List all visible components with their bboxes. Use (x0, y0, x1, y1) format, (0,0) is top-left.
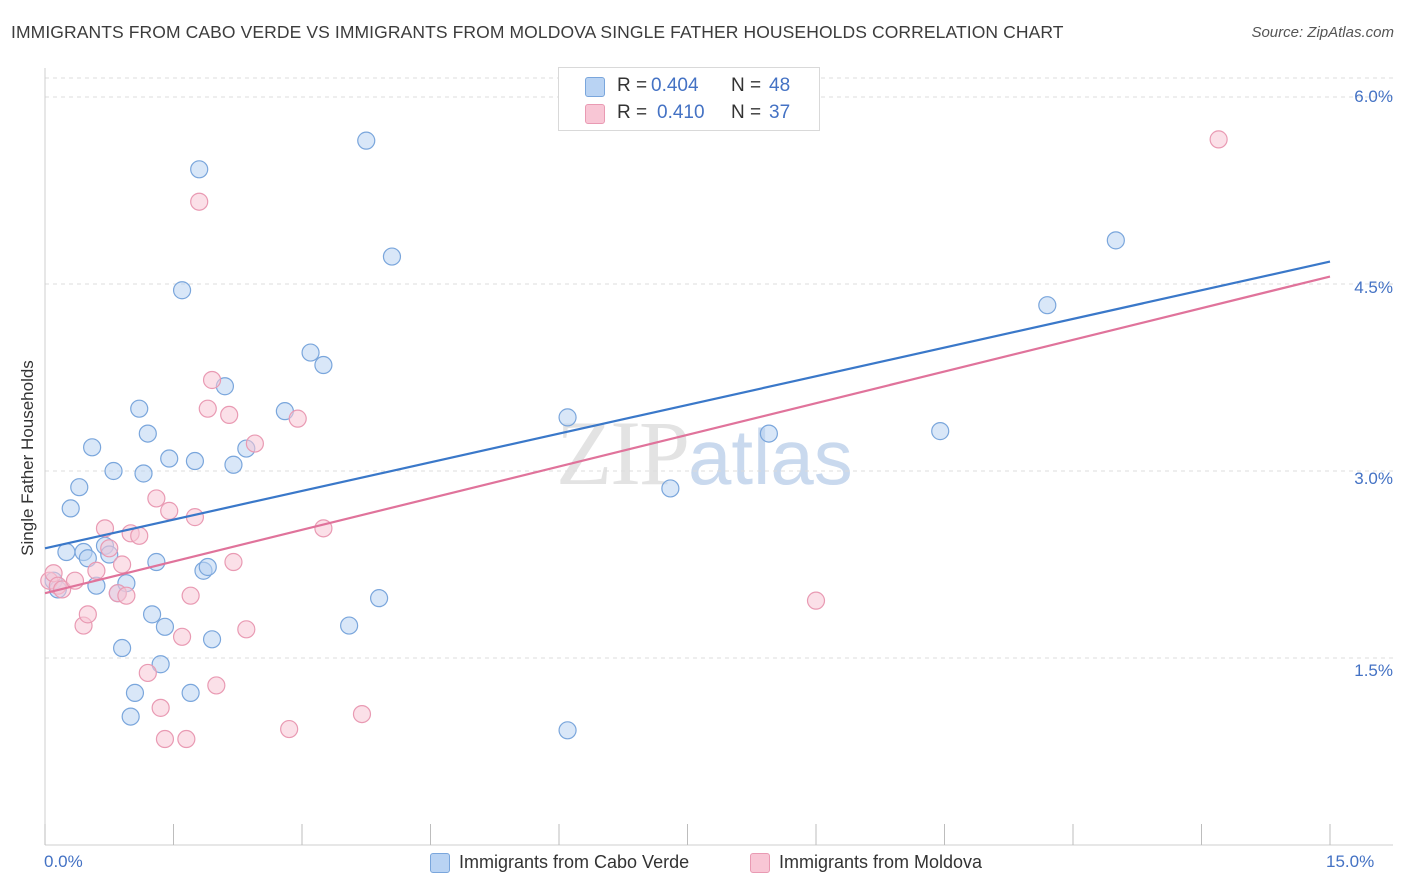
legend-n-label: N = (731, 102, 762, 123)
point-moldova (138, 663, 157, 683)
trend-line-moldova (44, 275, 1331, 595)
point-cabo-verde (1106, 231, 1125, 250)
y-axis-label: Single Father Households (18, 360, 37, 556)
chart-title: IMMIGRANTS FROM CABO VERDE VS IMMIGRANTS… (11, 22, 1064, 42)
axes (44, 68, 1393, 846)
point-moldova (151, 698, 170, 717)
point-moldova (220, 405, 239, 424)
point-moldova (1209, 130, 1228, 149)
source-label: Source: ZipAtlas.com (1251, 24, 1394, 41)
point-moldova (237, 620, 256, 639)
point-moldova (207, 676, 226, 695)
legend-r-value: 0.410 (657, 102, 705, 123)
point-moldova (198, 399, 217, 418)
point-cabo-verde (130, 399, 149, 418)
point-moldova (224, 552, 243, 572)
point-moldova (172, 627, 192, 646)
bottom-legend-label: Immigrants from Moldova (779, 852, 983, 872)
series-moldova-points (40, 130, 1228, 749)
point-cabo-verde (190, 160, 209, 179)
point-moldova (160, 501, 179, 520)
point-moldova (806, 591, 826, 610)
x-tick-label-max: 15.0% (1326, 852, 1375, 871)
point-cabo-verde (181, 683, 200, 703)
point-cabo-verde (340, 616, 359, 635)
legend-n-value: 48 (769, 75, 791, 96)
legend-r-label: R = (617, 75, 648, 96)
point-cabo-verde (112, 638, 132, 658)
point-moldova (87, 561, 106, 580)
x-tick-label-min: 0.0% (44, 852, 83, 871)
point-moldova (112, 555, 132, 574)
correlation-legend: R = 0.404 N = 48 R = 0.410 N = 37 (558, 67, 820, 131)
point-moldova (190, 192, 209, 211)
series-cabo-verde-points (44, 131, 1125, 740)
y-tick-label: 6.0% (1354, 87, 1393, 106)
point-cabo-verde (104, 461, 123, 481)
point-cabo-verde (759, 424, 778, 443)
legend-swatch-blue (585, 77, 605, 97)
point-cabo-verde (121, 707, 140, 726)
point-cabo-verde (370, 589, 389, 608)
point-cabo-verde (357, 131, 376, 150)
point-cabo-verde (125, 683, 145, 703)
point-cabo-verde (382, 247, 402, 266)
point-cabo-verde (661, 479, 680, 498)
bottom-legend-swatch-blue (430, 853, 450, 873)
point-moldova (202, 370, 222, 390)
y-tick-label: 4.5% (1354, 278, 1393, 297)
point-cabo-verde (78, 549, 97, 568)
bottom-legend-label: Immigrants from Cabo Verde (459, 852, 690, 872)
point-cabo-verde (1038, 296, 1057, 315)
point-cabo-verde (931, 422, 950, 441)
point-cabo-verde (151, 655, 170, 674)
point-cabo-verde (70, 478, 89, 497)
legend-n-label: N = (731, 75, 762, 96)
point-cabo-verde (134, 464, 153, 483)
point-cabo-verde (185, 451, 205, 471)
point-moldova (245, 434, 264, 453)
point-cabo-verde (83, 438, 102, 457)
point-moldova (288, 409, 307, 428)
legend-r-label: R = (617, 102, 648, 123)
point-cabo-verde (57, 542, 76, 562)
gridlines (45, 77, 1393, 659)
point-cabo-verde (198, 557, 217, 577)
legend-r-value: 0.404 (651, 75, 699, 96)
point-moldova (117, 586, 136, 605)
point-cabo-verde (558, 721, 577, 740)
trend-lines (44, 260, 1331, 595)
legend-n-value: 37 (769, 102, 791, 123)
point-cabo-verde (138, 424, 157, 443)
point-moldova (100, 539, 119, 558)
y-tick-label: 1.5% (1354, 661, 1393, 680)
point-cabo-verde (172, 281, 192, 300)
point-cabo-verde (558, 408, 577, 427)
point-moldova (155, 729, 175, 749)
point-cabo-verde (160, 449, 179, 468)
bottom-legend-swatch-pink (750, 853, 770, 873)
point-moldova (147, 489, 166, 508)
point-moldova (280, 719, 299, 739)
point-moldova (181, 586, 200, 605)
trend-line-cabo-verde (44, 260, 1331, 550)
y-tick-label: 3.0% (1354, 469, 1393, 488)
point-cabo-verde (314, 355, 333, 375)
point-cabo-verde (224, 455, 243, 474)
point-moldova (130, 526, 149, 545)
point-cabo-verde (301, 343, 320, 362)
point-moldova (78, 605, 97, 624)
point-cabo-verde (202, 630, 222, 649)
point-moldova (177, 729, 196, 749)
point-moldova (95, 519, 115, 538)
point-moldova (352, 704, 372, 724)
legend-swatch-pink (585, 104, 605, 124)
point-cabo-verde (155, 617, 175, 636)
point-cabo-verde (142, 605, 162, 624)
point-cabo-verde (61, 499, 80, 518)
